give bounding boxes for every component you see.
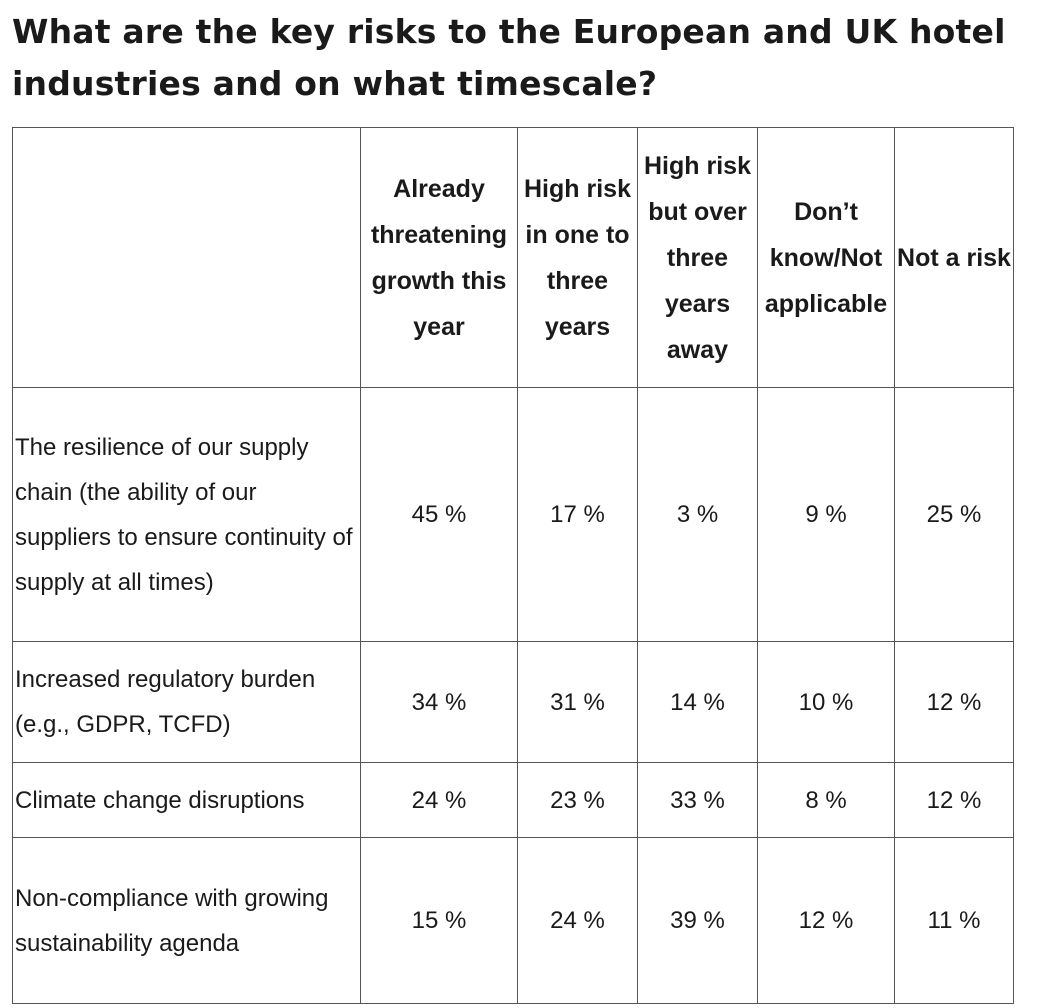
cell-value: 12 % bbox=[757, 837, 895, 1004]
cell-value: 39 % bbox=[637, 837, 758, 1004]
header-row: Already threatening growth this year High… bbox=[12, 127, 1014, 388]
cell-value: 12 % bbox=[894, 641, 1014, 763]
cell-value: 17 % bbox=[517, 387, 638, 642]
table-row: Non-compliance with growing sustainabili… bbox=[12, 837, 1014, 1004]
row-label: The resilience of our supply chain (the … bbox=[12, 387, 361, 642]
cell-value: 11 % bbox=[894, 837, 1014, 1004]
risk-table: Already threatening growth this year High… bbox=[12, 127, 1014, 1004]
cell-value: 25 % bbox=[894, 387, 1014, 642]
column-header: Don’t know/Not applicable bbox=[757, 127, 895, 388]
column-header: Not a risk bbox=[894, 127, 1014, 388]
cell-value: 8 % bbox=[757, 762, 895, 838]
table-body: The resilience of our supply chain (the … bbox=[12, 387, 1014, 1004]
cell-value: 33 % bbox=[637, 762, 758, 838]
cell-value: 10 % bbox=[757, 641, 895, 763]
table-row: Increased regulatory burden (e.g., GDPR,… bbox=[12, 641, 1014, 763]
column-header: High risk in one to three years bbox=[517, 127, 638, 388]
table-row: Climate change disruptions 24 % 23 % 33 % 8 … bbox=[12, 762, 1014, 838]
cell-value: 24 % bbox=[517, 837, 638, 1004]
cell-value: 45 % bbox=[360, 387, 518, 642]
row-label: Increased regulatory burden (e.g., GDPR,… bbox=[12, 641, 361, 763]
cell-value: 15 % bbox=[360, 837, 518, 1004]
table-head: Already threatening growth this year High… bbox=[12, 127, 1014, 388]
cell-value: 3 % bbox=[637, 387, 758, 642]
row-label: Non-compliance with growing sustainabili… bbox=[12, 837, 361, 1004]
table-row: The resilience of our supply chain (the … bbox=[12, 387, 1014, 642]
cell-value: 23 % bbox=[517, 762, 638, 838]
column-header bbox=[12, 127, 361, 388]
column-header: High risk but over three years away bbox=[637, 127, 758, 388]
cell-value: 9 % bbox=[757, 387, 895, 642]
cell-value: 34 % bbox=[360, 641, 518, 763]
cell-value: 24 % bbox=[360, 762, 518, 838]
column-header: Already threatening growth this year bbox=[360, 127, 518, 388]
cell-value: 12 % bbox=[894, 762, 1014, 838]
cell-value: 14 % bbox=[637, 641, 758, 763]
page-title: What are the key risks to the European a… bbox=[12, 12, 1006, 103]
cell-value: 31 % bbox=[517, 641, 638, 763]
row-label: Climate change disruptions bbox=[12, 762, 361, 838]
